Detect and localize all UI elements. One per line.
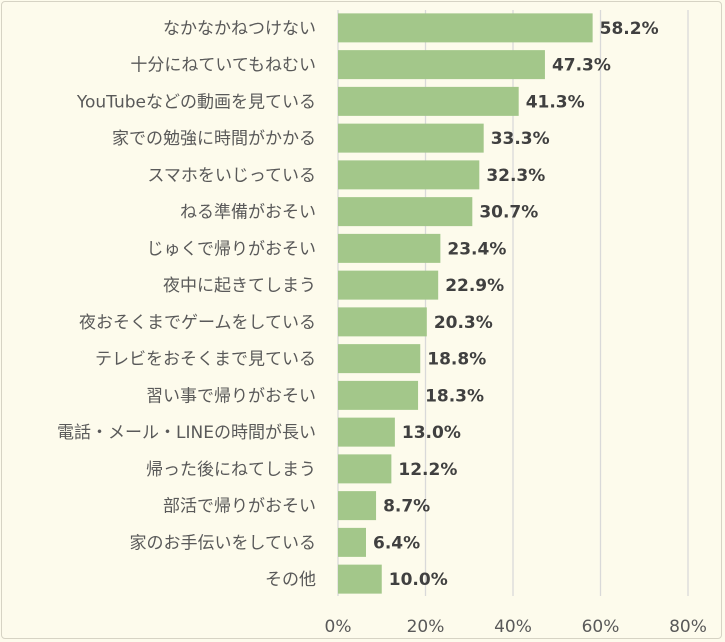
category-label: 夜おそくまでゲームをしている <box>79 313 316 333</box>
value-label: 30.7% <box>479 203 538 223</box>
bar <box>338 160 480 190</box>
bar <box>338 13 593 43</box>
bar <box>338 197 473 227</box>
bar <box>338 270 439 300</box>
value-label: 23.4% <box>447 239 506 259</box>
value-label: 32.3% <box>486 166 545 186</box>
value-label: 47.3% <box>552 56 611 76</box>
category-label: YouTubeなどの動画を見ている <box>76 92 316 112</box>
value-label: 13.0% <box>402 423 461 443</box>
category-label: 帰った後にねてしまう <box>146 460 316 480</box>
x-tick-label: 80% <box>669 617 707 637</box>
bar <box>338 86 519 116</box>
x-tick-label: 60% <box>582 617 620 637</box>
category-label: その他 <box>265 570 316 590</box>
value-label: 33.3% <box>491 129 550 149</box>
category-label: スマホをいじっている <box>147 166 316 186</box>
x-axis-tick-labels: 0% 20% 40% 60% 80% <box>325 617 707 637</box>
category-label: 家での勉強に時間がかかる <box>112 129 316 149</box>
value-label: 20.3% <box>434 313 493 333</box>
bar <box>338 527 366 557</box>
category-label: じゅくで帰りがおそい <box>147 239 317 259</box>
value-label: 41.3% <box>526 92 585 112</box>
category-label: テレビをおそくまで見ている <box>95 350 316 370</box>
bars <box>338 13 593 594</box>
category-label: 部活で帰りがおそい <box>163 497 316 517</box>
value-label: 12.2% <box>398 460 457 480</box>
bar <box>338 417 395 447</box>
x-tick-label: 20% <box>407 617 445 637</box>
value-label: 18.3% <box>425 386 484 406</box>
bar <box>338 454 392 484</box>
bar <box>338 307 427 337</box>
bar <box>338 491 377 521</box>
bar <box>338 123 484 153</box>
category-label: 夜中に起きてしまう <box>163 276 316 296</box>
value-labels: 58.2% 47.3% 41.3% 33.3% 32.3% 30.7% 23.4% 22.9%… <box>373 19 659 590</box>
category-label: 電話・メール・LINEの時間が長い <box>57 423 316 443</box>
value-label: 6.4% <box>373 533 420 553</box>
bar <box>338 50 545 80</box>
category-label: 習い事で帰りがおそい <box>146 386 316 406</box>
value-label: 58.2% <box>600 19 659 39</box>
bar <box>338 344 421 374</box>
category-label: 十分にねていてもねむい <box>130 56 316 76</box>
category-label: ねる準備がおそい <box>180 203 316 223</box>
bar <box>338 233 441 263</box>
x-tick-label: 0% <box>325 617 352 637</box>
category-label: なかなかねつけない <box>163 19 316 39</box>
value-label: 18.8% <box>427 350 486 370</box>
bar <box>338 564 382 594</box>
category-label: 家のお手伝いをしている <box>130 533 317 553</box>
bar <box>338 380 419 410</box>
x-tick-label: 40% <box>494 617 532 637</box>
value-label: 22.9% <box>445 276 504 296</box>
value-label: 8.7% <box>383 497 430 517</box>
value-label: 10.0% <box>389 570 448 590</box>
